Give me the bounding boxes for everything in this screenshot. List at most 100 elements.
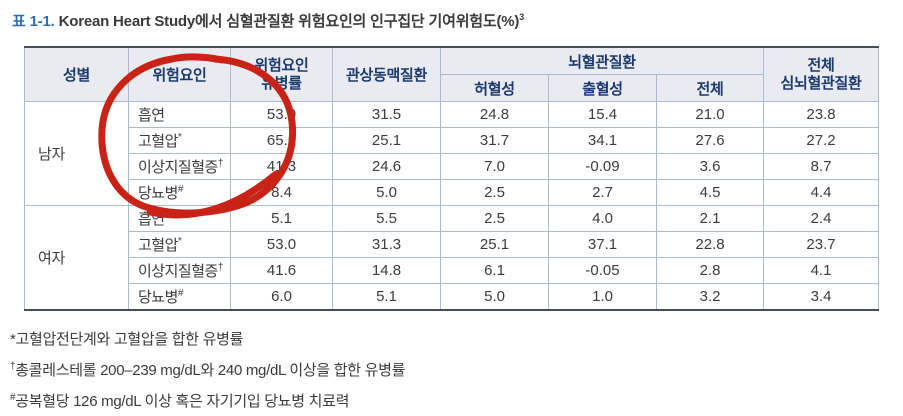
footnote-hypertension: *고혈압전단계와 고혈압을 합한 유병률 [10, 326, 405, 353]
value-cell: 2.4 [763, 205, 880, 232]
header-row-1: 성별 위험요인 위험요인 유병률 관상동맥질환 뇌혈관질환 전체 심뇌혈관질환 [24, 46, 880, 102]
header-total-cvd: 전체 심뇌혈관질환 [763, 46, 880, 102]
header-total-cvd-line1: 전체 [807, 56, 835, 74]
footnote-marker: * [10, 331, 16, 348]
table-title-text: Korean Heart Study에서 심혈관질환 위험요인의 인구집단 기여… [54, 13, 520, 30]
value-cell: 2.5 [440, 179, 549, 206]
value-cell: 37.1 [548, 231, 657, 258]
value-cell: 3.2 [655, 283, 765, 311]
table-row: 고혈압* 53.0 31.3 25.1 37.1 22.8 23.7 [25, 231, 880, 258]
table-row: 남자 흡연 53.0 31.5 24.8 15.4 21.0 23.8 [24, 101, 880, 206]
value-cell: 41.3 [230, 153, 333, 180]
header-total-cvd-line2: 심뇌혈관질환 [780, 74, 862, 92]
value-cell: 5.1 [230, 205, 333, 232]
footnote-marker: # [10, 392, 16, 403]
risk-factor-marker: # [177, 184, 184, 195]
value-cell: 34.1 [548, 127, 657, 154]
value-cell: 3.6 [655, 153, 765, 180]
value-cell: 3.4 [763, 283, 880, 311]
header-cere-total: 전체 [655, 74, 765, 102]
value-cell: 22.8 [655, 231, 765, 258]
header-coronary: 관상동맥질환 [332, 46, 441, 102]
value-cell: 5.5 [332, 205, 441, 232]
risk-factor-cell: 이상지질혈증† [128, 257, 231, 284]
risk-factor-label: 이상지질혈증 [138, 159, 218, 176]
header-prevalence-line2: 유병률 [261, 74, 302, 92]
header-cerebrovascular-group: 뇌혈관질환 [439, 46, 765, 75]
footnote-text: 공복혈당 126 mg/dL 이상 혹은 자기기입 당뇨병 치료력 [15, 393, 350, 410]
value-cell: 5.0 [440, 283, 549, 311]
risk-factor-marker: # [177, 288, 184, 299]
footnote-text: 총콜레스테롤 200–239 mg/dL와 240 mg/dL 이상을 합한 유… [15, 362, 406, 379]
value-cell: 14.8 [332, 257, 441, 284]
footnote-marker: † [10, 361, 16, 372]
risk-factor-label: 흡연 [138, 211, 165, 228]
value-cell: 6.1 [440, 257, 549, 284]
table-row: 당뇨병# 6.0 5.1 5.0 1.0 3.2 3.4 [25, 283, 880, 311]
value-cell: 24.6 [332, 153, 441, 180]
value-cell: 53.0 [230, 231, 333, 258]
header-hemorrhagic: 출혈성 [548, 74, 657, 102]
risk-factor-cell: 흡연 [128, 101, 231, 128]
table-title-superscript: 3 [519, 12, 525, 22]
value-cell: 53.0 [230, 101, 333, 128]
value-cell: 2.8 [655, 257, 765, 284]
header-sex: 성별 [24, 46, 129, 102]
value-cell: 41.6 [230, 257, 333, 284]
table-number: 표 1-1. [12, 13, 55, 30]
table-row: 여자 흡연 5.1 5.5 2.5 4.0 2.1 2.4 [24, 205, 880, 311]
header-prevalence-line1: 위험요인 [254, 56, 309, 74]
value-cell: 27.6 [655, 127, 765, 154]
risk-factor-label: 고혈압 [138, 237, 178, 254]
value-cell: 4.0 [548, 205, 657, 232]
risk-factor-marker: * [177, 132, 182, 143]
value-cell: 24.8 [440, 101, 549, 128]
value-cell: -0.05 [548, 257, 657, 284]
value-cell: 5.0 [332, 179, 441, 206]
header-risk-factor: 위험요인 [128, 46, 231, 102]
risk-factor-cell: 이상지질혈증† [128, 153, 231, 180]
table-row: 고혈압* 65.5 25.1 31.7 34.1 27.6 27.2 [25, 127, 880, 154]
value-cell: 25.1 [440, 231, 549, 258]
value-cell: 23.8 [763, 101, 880, 128]
value-cell: 7.0 [440, 153, 549, 180]
header-row-2: 허혈성 출혈성 전체 [25, 74, 879, 102]
value-cell: 21.0 [655, 101, 765, 128]
risk-factor-label: 고혈압 [138, 133, 178, 150]
value-cell: 65.5 [230, 127, 333, 154]
value-cell: 23.7 [763, 231, 880, 258]
header-prevalence: 위험요인 유병률 [230, 46, 333, 102]
risk-factor-cell: 당뇨병# [128, 179, 231, 206]
value-cell: 2.1 [655, 205, 765, 232]
risk-factor-cell: 고혈압* [128, 127, 231, 154]
risk-factor-label: 당뇨병 [138, 289, 178, 306]
value-cell: 31.3 [332, 231, 441, 258]
risk-factor-label: 당뇨병 [138, 185, 178, 202]
header-ischemic: 허혈성 [440, 74, 549, 102]
sex-cell-female: 여자 [24, 205, 129, 311]
value-cell: 8.4 [230, 179, 333, 206]
value-cell: 1.0 [548, 283, 657, 311]
value-cell: -0.09 [548, 153, 657, 180]
risk-factor-cell: 당뇨병# [128, 283, 231, 311]
table-row: 이상지질혈증† 41.6 14.8 6.1 -0.05 2.8 4.1 [25, 257, 880, 284]
value-cell: 4.1 [763, 257, 880, 284]
value-cell: 5.1 [332, 283, 441, 311]
attributable-risk-table: 성별 위험요인 위험요인 유병률 관상동맥질환 뇌혈관질환 전체 심뇌혈관질환 … [24, 46, 880, 311]
value-cell: 31.7 [440, 127, 549, 154]
table-title: 표 1-1. Korean Heart Study에서 심혈관질환 위험요인의 … [12, 10, 524, 31]
table-row: 당뇨병# 8.4 5.0 2.5 2.7 4.5 4.4 [25, 179, 880, 206]
footnote-dyslipidemia: †총콜레스테롤 200–239 mg/dL와 240 mg/dL 이상을 합한 … [10, 353, 405, 384]
value-cell: 27.2 [763, 127, 880, 154]
sex-cell-male: 남자 [24, 101, 129, 206]
value-cell: 6.0 [230, 283, 333, 311]
table-row: 이상지질혈증† 41.3 24.6 7.0 -0.09 3.6 8.7 [25, 153, 880, 180]
value-cell: 31.5 [332, 101, 441, 128]
value-cell: 15.4 [548, 101, 657, 128]
risk-factor-cell: 고혈압* [128, 231, 231, 258]
risk-factor-marker: † [217, 158, 224, 169]
footnote-diabetes: #공복혈당 126 mg/dL 이상 혹은 자기기입 당뇨병 치료력 [10, 384, 405, 415]
risk-factor-label: 이상지질혈증 [138, 263, 218, 280]
risk-factor-label: 흡연 [138, 107, 165, 124]
risk-factor-cell: 흡연 [128, 205, 231, 232]
